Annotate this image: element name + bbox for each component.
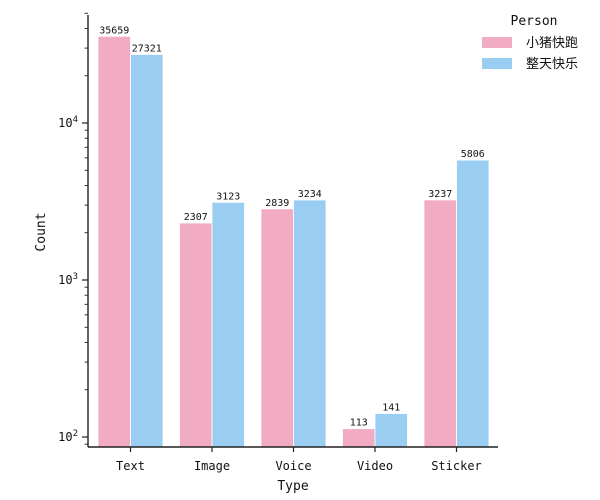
bar-0 xyxy=(97,35,131,448)
y-axis-title: Count xyxy=(34,212,49,251)
y-axis-ticks: 102 103 104 xyxy=(58,12,88,445)
data-label: 35659 xyxy=(99,25,129,36)
data-label: 113 xyxy=(350,418,368,429)
x-tick-label: Image xyxy=(194,459,230,473)
bar-0 xyxy=(260,208,294,448)
x-tick-label: Voice xyxy=(275,459,311,473)
y-tick-label: 103 xyxy=(58,272,78,287)
bars-layer xyxy=(97,35,490,448)
data-label: 5806 xyxy=(461,149,485,160)
legend-swatch-series-0 xyxy=(482,37,512,48)
data-label: 3234 xyxy=(298,189,322,200)
bar-1 xyxy=(456,159,490,448)
data-label: 2839 xyxy=(265,198,289,209)
bar-1 xyxy=(293,199,327,448)
data-label: 3237 xyxy=(428,189,452,200)
legend-swatch-series-1 xyxy=(482,58,512,69)
data-label: 27321 xyxy=(132,43,162,54)
bar-1 xyxy=(211,201,245,448)
bar-1 xyxy=(130,54,164,448)
bar-0 xyxy=(179,222,213,448)
x-tick-label: Text xyxy=(116,459,145,473)
x-tick-label: Sticker xyxy=(431,459,482,473)
legend-label-series-0: 小猪快跑 xyxy=(526,36,578,51)
legend-label-series-1: 整天快乐 xyxy=(526,57,578,72)
data-label: 2307 xyxy=(184,212,208,223)
x-tick-label: Video xyxy=(357,459,393,473)
x-axis-ticks: Text Image Voice Video Sticker xyxy=(116,447,482,473)
legend: Person 小猪快跑 整天快乐 xyxy=(482,14,578,72)
data-label: 3123 xyxy=(216,191,240,202)
bar-0 xyxy=(423,199,457,448)
legend-title: Person xyxy=(511,14,558,29)
bar-0 xyxy=(342,428,376,448)
y-tick-label: 104 xyxy=(58,115,78,130)
y-tick-label: 102 xyxy=(58,429,78,444)
bar-1 xyxy=(374,413,408,448)
x-axis-title: Type xyxy=(277,479,308,494)
data-label: 141 xyxy=(382,403,400,414)
